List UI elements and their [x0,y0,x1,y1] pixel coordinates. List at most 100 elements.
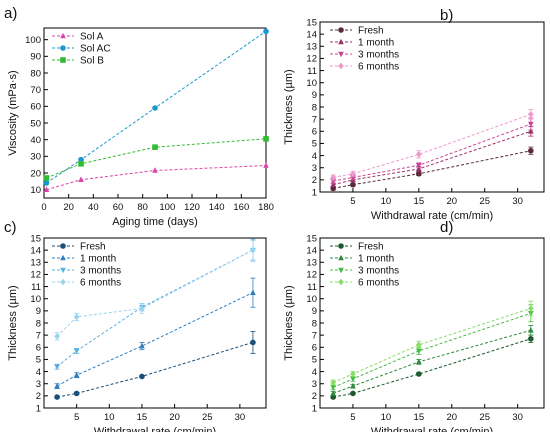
legend-marker [338,254,344,261]
legend-marker [60,32,66,39]
legend-label: 6 months [358,278,399,289]
data-point [139,373,145,380]
legend-marker [60,57,66,63]
y-tick-label: 10 [30,294,41,305]
y-tick-label: 14 [306,29,317,40]
x-axis-title: Aging time (days) [112,216,198,228]
data-point [43,180,50,186]
series-2 [54,277,256,389]
y-tick-label: 1 [36,403,41,414]
chart-panel-4: d)5 10 15 20 25 30123456789101112131415Withdr… [283,219,545,437]
y-tick-label: 12 [306,270,317,281]
legend-label: 3 months [358,50,399,61]
plot-frame [319,21,545,193]
series-2 [43,28,269,186]
legend-label: Fresh [358,26,384,37]
x-axis-title: Withdrawal rate (cm/min) [371,426,493,432]
y-tick-label: 5 [312,355,317,366]
y-tick-label: 80 [30,68,41,79]
legend-marker [338,51,344,58]
x-tick-label: 25 [479,412,490,423]
legend-marker [60,254,66,261]
chart-panel-2: b)5 10 15 20 25 30123456789101112131415Withdr… [283,7,545,222]
legend-marker [60,243,66,249]
data-point [416,170,422,177]
x-tick-label: 15 [414,412,425,423]
data-point [263,28,269,35]
y-tick-label: 7 [36,330,41,341]
data-point [250,339,256,346]
y-tick-label: 12 [306,54,317,65]
x-tick-label: 15 [137,412,148,423]
legend-marker [338,62,344,70]
series-line [333,150,531,189]
y-tick-label: 15 [30,233,41,244]
legend-label: 1 month [358,254,394,265]
data-point [263,162,269,168]
series-line [333,113,531,178]
x-tick-label: 20 [446,412,457,423]
x-tick-label: 0 [41,202,46,213]
x-tick-label: 25 [479,196,490,207]
y-tick-label: 11 [31,282,41,293]
y-tick-label: 9 [36,306,41,317]
x-tick-label: 5 [350,412,355,423]
y-tick-label: 15 [306,233,317,244]
y-tick-label: 3 [312,163,317,174]
y-tick-label: 13 [306,42,317,53]
data-point [416,162,422,169]
data-point [73,313,80,321]
legend-label: Sol AC [80,44,111,55]
series-line [333,312,531,388]
panel-label: d) [440,219,453,236]
data-point [152,167,158,173]
legend-marker [60,267,66,274]
legend-label: Sol B [80,56,104,67]
y-axis-title: Thickness (µm) [283,285,295,360]
y-axis-title: Thickness (µm) [7,285,19,360]
y-tick-label: 5 [312,139,317,150]
data-point [139,342,145,349]
panel-label: c) [4,219,17,236]
plot-frame [43,27,267,199]
y-tick-label: 30 [30,152,41,163]
x-tick-label: 160 [233,202,249,213]
data-point [152,144,158,150]
legend-marker [60,278,66,286]
series-line [56,249,254,368]
x-tick-label: 40 [88,202,99,213]
series-line [46,138,267,179]
legend-label: 1 month [358,38,394,49]
y-tick-label: 90 [30,52,41,63]
legend-label: Fresh [80,242,106,253]
legend-label: Sol A [80,32,104,43]
y-tick-label: 3 [36,379,41,390]
series-line [46,30,267,184]
y-tick-label: 13 [30,258,41,269]
y-tick-label: 14 [30,245,41,256]
data-point [152,105,158,111]
legend-marker [60,45,66,51]
series-line [333,329,531,394]
y-tick-label: 12 [30,270,41,281]
x-tick-label: 5 [350,196,355,207]
x-tick-label: 80 [137,202,148,213]
chart-panel-3: c)5 10 15 20 25 30123456789101112131415Withdr… [4,219,267,437]
y-tick-label: 10 [306,294,317,305]
y-tick-label: 9 [312,90,317,101]
y-tick-label: 4 [312,151,317,162]
x-tick-label: 10 [381,412,392,423]
data-point [250,246,256,254]
data-point [263,136,269,142]
y-tick-label: 20 [30,168,41,179]
series-line [56,249,254,337]
x-axis-title: Withdrawal rate (cm/min) [371,210,493,222]
data-point [139,305,145,312]
y-tick-label: 6 [312,343,317,354]
data-point [73,371,80,378]
data-point [350,370,356,378]
y-tick-label: 100 [25,35,41,46]
data-point [54,394,60,400]
